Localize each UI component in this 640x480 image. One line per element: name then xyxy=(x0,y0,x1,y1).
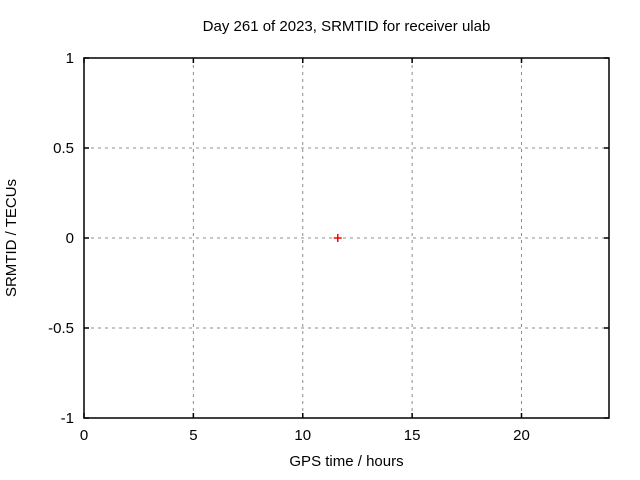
y-tick-label: 1 xyxy=(66,50,74,67)
y-tick-label: 0 xyxy=(66,230,74,247)
x-axis-label: GPS time / hours xyxy=(289,453,404,470)
x-tick-label: 15 xyxy=(404,427,421,444)
chart-title: Day 261 of 2023, SRMTID for receiver ula… xyxy=(202,18,491,35)
y-axis-label: SRMTID / TECUs xyxy=(3,179,20,297)
y-tick-label: 0.5 xyxy=(53,140,74,157)
y-tick-label: -1 xyxy=(61,410,74,427)
x-tick-label: 5 xyxy=(189,427,197,444)
data-point-marker xyxy=(333,234,342,242)
x-tick-label: 10 xyxy=(294,427,311,444)
x-tick-label: 20 xyxy=(513,427,530,444)
x-tick-label: 0 xyxy=(80,427,88,444)
y-tick-label: -0.5 xyxy=(48,320,74,337)
